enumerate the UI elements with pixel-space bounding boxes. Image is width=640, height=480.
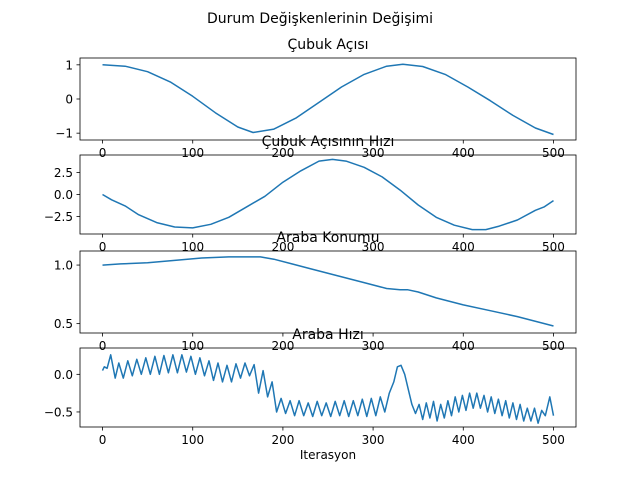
x-tick-label: 400 (452, 240, 475, 254)
y-tick-label: 0.0 (54, 188, 73, 202)
x-tick-label: 300 (362, 240, 385, 254)
subplots-container: 0 100 200 300 400 500 1 0 −1 Çubuk Açısı 0 100 200 30… (44, 37, 577, 462)
x-tick-label: 0 (99, 433, 107, 447)
y-tick-label: 0.0 (54, 368, 73, 382)
series-line-4-1 (101, 354, 555, 424)
x-tick-label: 500 (542, 240, 565, 254)
y-tick-label: 1 (65, 58, 73, 72)
x-tick-label: 400 (452, 339, 475, 353)
subplot-2: 0 100 200 300 400 500 2.5 0.0 −2.5 Çubuk Açısının… (44, 134, 577, 254)
subplot-title: Çubuk Açısı (287, 37, 368, 53)
x-tick-label: 500 (542, 339, 565, 353)
subplot-4: 0 100 200 300 400 500 0.0 −0.5 Araba Hızı Iterasy… (44, 327, 577, 462)
x-tick-label: 200 (271, 339, 294, 353)
x-tick-label: 200 (271, 433, 294, 447)
x-tick-label: 0 (99, 240, 107, 254)
x-tick-label: 200 (271, 146, 294, 160)
subplot-title: Araba Konumu (276, 230, 379, 246)
y-tick-label: 0 (65, 93, 73, 107)
x-tick-label: 100 (181, 146, 204, 160)
y-tick-label: −2.5 (44, 210, 73, 224)
subplot-1: 0 100 200 300 400 500 1 0 −1 Çubuk Açısı (55, 37, 577, 160)
subplot-title: Çubuk Açısının Hızı (262, 134, 395, 150)
y-tick-label: 1.0 (54, 259, 73, 273)
y-tick-label: −1 (55, 127, 73, 141)
x-tick-label: 300 (362, 146, 385, 160)
x-tick-label: 500 (542, 146, 565, 160)
y-tick-label: −0.5 (44, 405, 73, 419)
series-line-2-1 (102, 158, 554, 231)
x-tick-label: 200 (271, 240, 294, 254)
x-tick-label: 300 (362, 339, 385, 353)
axes-frame (79, 57, 577, 141)
x-tick-label: 400 (452, 146, 475, 160)
axes-frame (79, 250, 577, 334)
x-tick-label: 500 (542, 433, 565, 447)
y-tick-label: 2.5 (54, 166, 73, 180)
x-tick-label: 300 (362, 433, 385, 447)
series-line-3-1 (102, 256, 554, 327)
x-axis-label: Iterasyon (300, 448, 356, 462)
x-tick-label: 400 (452, 433, 475, 447)
x-tick-label: 0 (99, 146, 107, 160)
axes-frame (79, 347, 577, 428)
subplot-3: 0 100 200 300 400 500 1.0 0.5 Araba Konumu (54, 230, 577, 353)
x-tick-label: 100 (181, 339, 204, 353)
x-tick-label: 100 (181, 433, 204, 447)
x-tick-label: 100 (181, 240, 204, 254)
y-tick-label: 0.5 (54, 317, 73, 331)
figure-title: Durum Değişkenlerinin Değişimi (207, 11, 433, 27)
series-line-1-1 (102, 63, 554, 136)
subplot-title: Araba Hızı (292, 327, 363, 343)
x-tick-label: 0 (99, 339, 107, 353)
